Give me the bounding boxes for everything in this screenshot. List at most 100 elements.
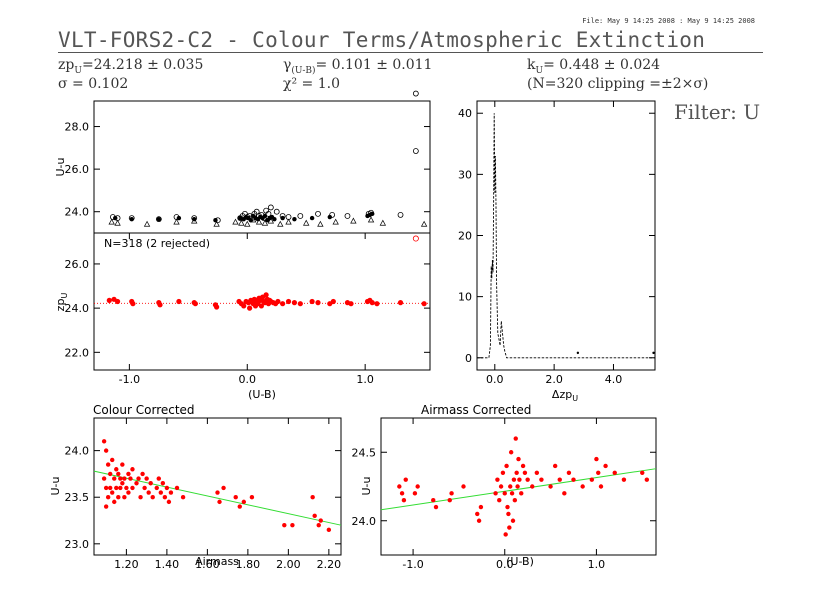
airmass-point [505,504,510,510]
panel-hist-xlabel-sub: U [572,394,578,403]
colour-point [122,495,127,500]
top-point-triangle [255,218,263,225]
airmass-point [508,450,514,455]
file-info: File: May 9 14:25 2008 : May 9 14:25 200… [582,17,755,25]
stat-gamma-value: = 0.101 ± 0.011 [315,57,433,73]
zp-point [285,298,292,305]
panel-colour-ytick-label: 23.5 [65,491,90,504]
panel-zp-ytick-label: 26.0 [65,258,90,271]
airmass-point [515,484,520,489]
panel-airmass-xlabel: (U-B) [506,555,534,568]
colour-point [158,490,164,495]
stat-zp-sub: U [74,65,82,76]
colour-point [164,485,170,491]
top-point-dot [262,213,268,219]
stat-gamma-symbol: γ [283,57,292,73]
panel-top-ytick-label: 28.0 [65,121,90,134]
colour-point [107,485,113,491]
colour-point [241,499,247,505]
top-point-triangle [379,219,387,226]
page-title: VLT-FORS2-C2 - Colour Terms/Atmospheric … [58,28,706,52]
stat-gamma-sub: (U-B) [291,65,316,76]
airmass-point [506,511,511,517]
airmass-point [520,463,526,469]
panel-hist-ytick-label: 40 [458,107,472,120]
top-point-dot [370,211,375,217]
top-point-circle [412,148,419,154]
zp-point [297,301,303,307]
airmass-point [403,477,408,482]
panel-zp-ytick-label: 24.0 [65,302,90,315]
airmass-point [548,484,553,489]
airmass-point [500,470,506,475]
panel-colour-xtick-label: 1.20 [114,558,139,571]
panel-colour-ytick-label: 24.0 [65,445,90,458]
stat-k-value: = 0.448 ± 0.024 [543,57,661,73]
panel-colour-fit-line [93,470,342,526]
zp-point [275,298,281,305]
airmass-point [519,491,524,496]
top-point-dot [327,214,332,220]
panel-hist-ytick-label: 0 [465,352,472,365]
airmass-point [603,463,608,469]
colour-point [162,495,168,500]
colour-point [114,467,119,472]
panel-hist-xtick-label: 0.0 [486,373,504,386]
top-point-triangle [173,218,180,225]
panel-hist-ytick-label: 30 [458,168,472,181]
zp-point [369,300,375,306]
panel-zp-annotation: N=318 (2 rejected) [104,237,210,250]
top-point-dot [176,215,182,221]
panel-airmass-fit-line [380,468,657,511]
airmass-point [475,511,480,517]
panel-hist-xtick-label: 4.0 [605,373,623,386]
top-point-triangle [267,217,275,224]
colour-point [237,504,242,509]
colour-point [134,481,139,486]
colour-point [136,476,141,481]
zp-point [258,303,265,309]
zp-point [280,301,286,307]
colour-point [156,476,161,481]
panel-colour-xtick-label: 1.40 [155,558,180,571]
top-point-dot [309,215,315,221]
colour-point [174,485,180,491]
airmass-point [503,532,508,537]
colour-point [116,471,121,477]
colour-point [110,490,115,495]
colour-point [154,485,159,491]
colour-point [103,504,109,509]
zp-point [330,298,336,305]
panel-hist-ytick-label: 10 [458,291,472,304]
colour-point [150,495,155,500]
stat-k: kU= 0.448 ± 0.024 [527,57,660,76]
colour-point [166,499,172,505]
airmass-point [502,491,507,496]
top-point-dot [237,215,243,221]
panel-colour-xtick-label: 1.80 [236,558,261,571]
airmass-point [511,477,517,482]
airmass-point [476,518,482,523]
stat-zp-value: =24.218 ± 0.035 [81,57,204,73]
stat-clipping: (N=320 clipping =±2×σ) [527,76,709,92]
top-point-dot [192,216,197,222]
zp-point [309,298,315,305]
panel-top-frame [93,100,431,234]
stat-k-symbol: k [527,57,536,73]
panel-colour-frame [93,417,342,556]
zp-point [348,301,354,307]
stat-chi: χ² = 1.0 [283,76,340,92]
airmass-point [522,470,528,475]
colour-point [124,485,129,491]
zp-point [374,301,380,307]
airmass-point [397,484,402,489]
panel-colour-ylabel: U-u [49,477,62,496]
airmass-point [412,491,418,496]
panel-colour-xtick-label: 2.20 [317,558,342,571]
colour-point [326,527,332,533]
colour-point [144,476,149,481]
colour-point [148,481,153,486]
stat-sigma: σ = 0.102 [58,76,129,92]
airmass-point [509,491,515,496]
